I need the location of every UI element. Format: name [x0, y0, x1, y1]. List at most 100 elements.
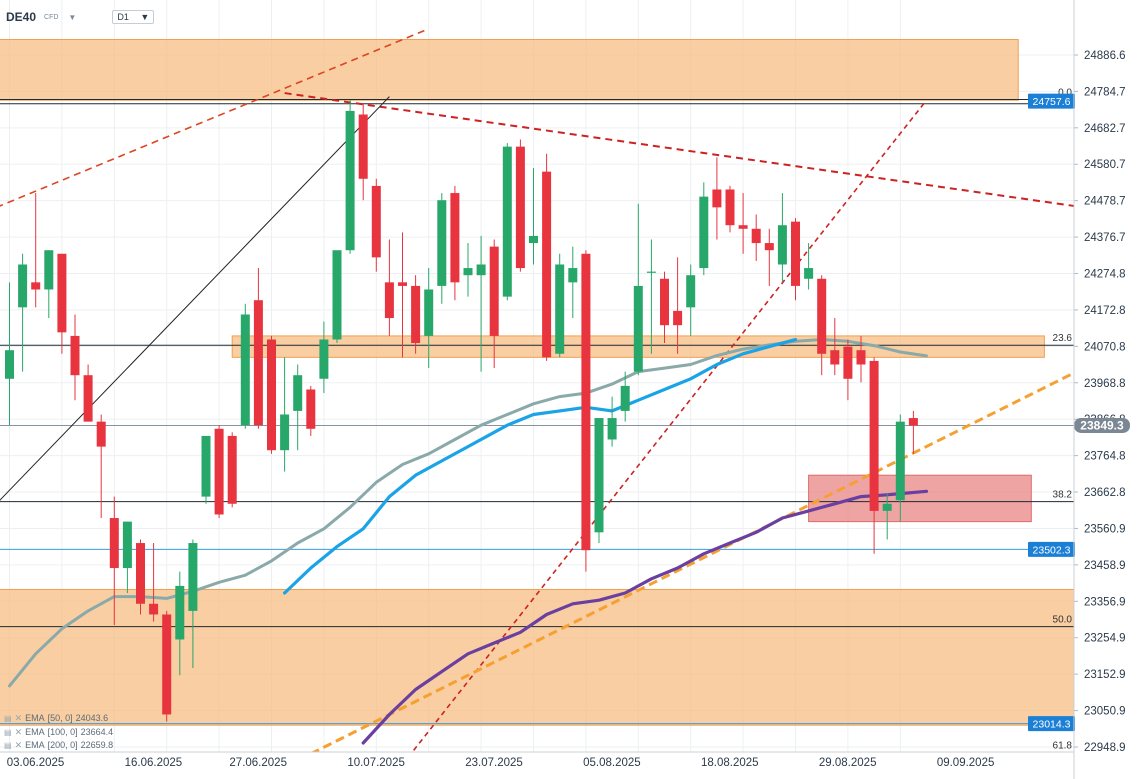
candle[interactable]: [529, 235, 538, 244]
candle[interactable]: [267, 339, 276, 451]
candle[interactable]: [620, 385, 630, 411]
candle[interactable]: [764, 243, 774, 251]
candle[interactable]: [502, 146, 512, 297]
candle[interactable]: [175, 585, 185, 640]
candle[interactable]: [240, 314, 250, 426]
candle[interactable]: [293, 375, 303, 411]
candle[interactable]: [5, 350, 14, 379]
candle[interactable]: [319, 339, 329, 379]
candle[interactable]: [791, 221, 800, 286]
candle[interactable]: [882, 503, 892, 511]
settings-icon[interactable]: ▤: [4, 727, 12, 737]
trendline-red-upper[interactable]: [0, 28, 430, 208]
candle[interactable]: [253, 300, 263, 426]
indicator-row-ema-100[interactable]: ▤ ✕ EMA [100, 0] 23664.4: [4, 726, 113, 740]
candle[interactable]: [411, 285, 421, 344]
price-tick-label: 24274.8: [1084, 268, 1126, 280]
candle[interactable]: [18, 264, 28, 308]
zone-red[interactable]: [808, 474, 1032, 523]
candle[interactable]: [908, 418, 918, 426]
candle[interactable]: [332, 250, 342, 340]
trendline-orange-rising[interactable]: [310, 366, 1085, 756]
candle[interactable]: [869, 360, 879, 511]
candle[interactable]: [804, 268, 814, 279]
candle[interactable]: [646, 271, 656, 273]
candle[interactable]: [70, 335, 80, 376]
candle[interactable]: [306, 389, 316, 429]
candle[interactable]: [122, 521, 132, 569]
candle[interactable]: [555, 264, 565, 354]
candle[interactable]: [817, 278, 827, 354]
candle[interactable]: [738, 225, 748, 229]
candle[interactable]: [398, 282, 407, 286]
candle[interactable]: [371, 185, 381, 258]
candle[interactable]: [568, 268, 578, 283]
settings-icon[interactable]: ▤: [4, 741, 12, 750]
timeframe-select[interactable]: D1 ▼: [112, 10, 155, 24]
price-badge-level_a[interactable]: 24757.6: [1028, 93, 1075, 109]
trendline-red-descending[interactable]: [284, 92, 1084, 209]
candle[interactable]: [384, 282, 394, 319]
close-icon[interactable]: ✕: [14, 726, 23, 737]
candle[interactable]: [725, 189, 735, 226]
candle[interactable]: [201, 435, 211, 497]
candle[interactable]: [83, 375, 93, 422]
candle[interactable]: [44, 250, 54, 290]
candle[interactable]: [57, 253, 67, 333]
price-badge-level_b[interactable]: 23502.3: [1028, 541, 1075, 557]
candle[interactable]: [136, 543, 145, 604]
candle[interactable]: [843, 346, 853, 379]
candle[interactable]: [660, 278, 669, 326]
candle[interactable]: [424, 289, 434, 336]
chevron-down-icon[interactable]: ▼: [68, 12, 77, 22]
candle[interactable]: [450, 193, 460, 283]
candle[interactable]: [686, 275, 696, 308]
candle[interactable]: [188, 543, 198, 611]
candle[interactable]: [633, 285, 643, 372]
candle[interactable]: [149, 603, 159, 615]
candle[interactable]: [673, 310, 683, 326]
candle[interactable]: [280, 414, 290, 451]
trendline-black-thin[interactable]: [0, 96, 390, 504]
trendline-red-steep[interactable]: [401, 99, 928, 765]
candle[interactable]: [856, 350, 866, 365]
time-axis[interactable]: [0, 752, 1074, 779]
price-badge-current[interactable]: 23849.3: [1074, 417, 1130, 433]
candle[interactable]: [345, 110, 355, 251]
candle[interactable]: [162, 614, 172, 715]
candle[interactable]: [515, 146, 525, 269]
candle[interactable]: [581, 253, 591, 551]
indicator-row-ema-50[interactable]: ▤ ✕ EMA [50, 0] 24043.6: [4, 712, 113, 726]
candle[interactable]: [699, 196, 709, 269]
candle[interactable]: [830, 350, 840, 365]
price-axis[interactable]: [1074, 0, 1144, 779]
symbol-label[interactable]: DE40: [6, 10, 37, 24]
candle[interactable]: [751, 228, 761, 244]
close-icon[interactable]: ✕: [14, 740, 23, 750]
zone-top[interactable]: [0, 39, 1019, 101]
candle[interactable]: [227, 435, 237, 504]
candle[interactable]: [463, 268, 473, 276]
candle[interactable]: [109, 518, 119, 569]
candle[interactable]: [437, 200, 447, 286]
indicator-row-ema-200[interactable]: ▤ ✕ EMA [200, 0] 22659.8: [4, 739, 113, 753]
ema-line-ema-100[interactable]: [283, 337, 798, 595]
candle[interactable]: [712, 189, 722, 208]
candle[interactable]: [476, 264, 486, 276]
candle[interactable]: [214, 428, 224, 515]
candle[interactable]: [489, 246, 499, 336]
candle[interactable]: [542, 171, 552, 358]
price-tick-label: 23050.9: [1084, 706, 1126, 718]
ema-line-ema-200[interactable]: [361, 489, 929, 745]
candle[interactable]: [895, 421, 905, 501]
candle[interactable]: [96, 421, 106, 447]
candle[interactable]: [31, 282, 41, 290]
candle[interactable]: [594, 418, 604, 533]
settings-icon[interactable]: ▤: [4, 714, 12, 723]
close-icon[interactable]: ✕: [14, 713, 23, 723]
candle[interactable]: [607, 418, 617, 440]
price-badge-level_c[interactable]: 23014.3: [1028, 716, 1075, 732]
candle[interactable]: [777, 225, 787, 265]
candle[interactable]: [358, 114, 368, 179]
